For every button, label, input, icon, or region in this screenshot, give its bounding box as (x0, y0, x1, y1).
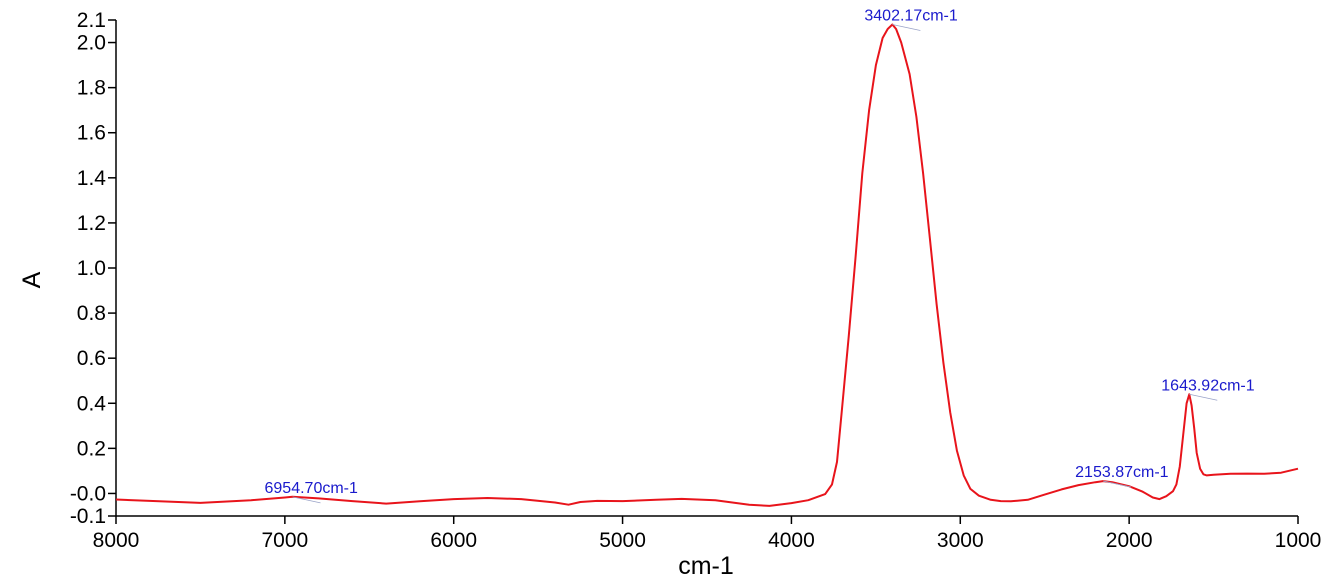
peak-label: 1643.92cm-1 (1161, 377, 1254, 394)
y-tick-label: -0.1 (70, 505, 106, 528)
y-tick-label: 1.8 (77, 77, 106, 100)
y-tick-label: 1.6 (77, 122, 106, 145)
y-tick-label: 0.8 (77, 302, 106, 325)
x-tick-label: 7000 (261, 529, 308, 552)
x-axis-title: cm-1 (678, 552, 734, 580)
peak-leader-line (292, 496, 321, 504)
y-tick-label: 1.0 (77, 257, 106, 280)
x-tick-label: 5000 (599, 529, 646, 552)
y-tick-label: 2.0 (77, 32, 106, 55)
peak-label: 3402.17cm-1 (864, 8, 957, 25)
x-tick-label: 2000 (1106, 529, 1153, 552)
y-tick-label: 0.2 (77, 437, 106, 460)
peak-label: 6954.70cm-1 (265, 480, 358, 497)
x-tick-label: 3000 (937, 529, 984, 552)
peak-leader-line (892, 24, 921, 31)
y-tick-label: 0.4 (77, 392, 107, 415)
y-tick-label: 1.4 (77, 167, 107, 190)
y-axis-title: A (18, 271, 46, 288)
x-tick-label: 8000 (93, 529, 140, 552)
peak-leader-line (1103, 480, 1132, 488)
x-tick-label: 4000 (768, 529, 815, 552)
x-axis: 8000 7000 6000 5000 4000 3000 2000 1000 (93, 515, 1322, 552)
plot-area (115, 23, 1299, 507)
peak-leader-line (1189, 393, 1218, 401)
y-tick-label: 1.2 (77, 212, 106, 235)
y-axis: 2.12.0 1.8 1.6 1.4 1.2 1.0 0.8 0.6 0.4 0.2 -0.0-0.… (70, 9, 117, 528)
y-tick-label: 0.6 (77, 347, 106, 370)
x-tick-label: 1000 (1275, 529, 1322, 552)
peak-annotations: 6954.70cm-1 3402.17cm-1 2153.87cm-1 1643.92… (265, 8, 1255, 504)
y-tick-label: 2.1 (77, 9, 106, 32)
spectrum-line (115, 23, 1299, 507)
x-tick-label: 6000 (430, 529, 477, 552)
peak-label: 2153.87cm-1 (1075, 464, 1168, 481)
y-tick-label: -0.0 (70, 482, 106, 505)
